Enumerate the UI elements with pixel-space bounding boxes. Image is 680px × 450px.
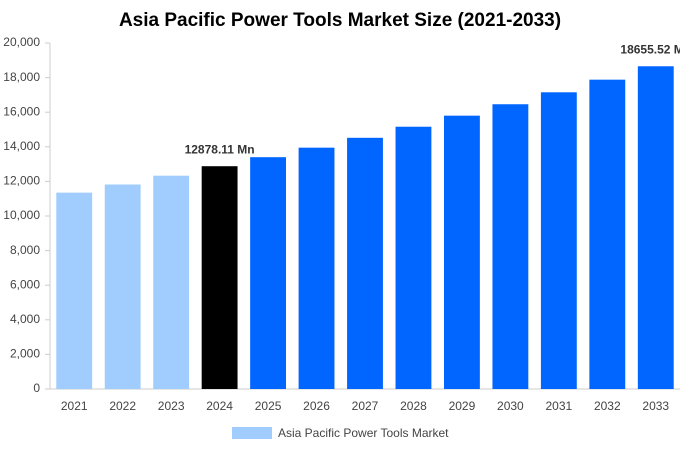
chart-title: Asia Pacific Power Tools Market Size (20… bbox=[119, 10, 561, 31]
x-tick-label: 2027 bbox=[352, 399, 379, 413]
bar bbox=[637, 66, 674, 389]
y-tick-label: 0 bbox=[33, 381, 40, 395]
value-label: 18655.52 Mn bbox=[620, 42, 680, 56]
bar bbox=[56, 192, 93, 389]
bar bbox=[201, 166, 238, 389]
value-label: 12878.11 Mn bbox=[185, 142, 255, 156]
x-tick-label: 2025 bbox=[255, 399, 282, 413]
y-tick-label: 16,000 bbox=[3, 104, 40, 118]
legend-label: Asia Pacific Power Tools Market bbox=[278, 426, 449, 440]
x-tick-label: 2029 bbox=[449, 399, 476, 413]
bar bbox=[250, 157, 287, 389]
x-tick-label: 2028 bbox=[400, 399, 427, 413]
y-tick-label: 12,000 bbox=[3, 174, 40, 188]
y-tick-label: 4,000 bbox=[10, 312, 40, 326]
x-tick-label: 2030 bbox=[497, 399, 524, 413]
x-tick-label: 2033 bbox=[642, 399, 669, 413]
x-tick-label: 2031 bbox=[545, 399, 572, 413]
y-tick-label: 20,000 bbox=[3, 35, 40, 49]
y-tick-label: 6,000 bbox=[10, 277, 40, 291]
y-tick-label: 10,000 bbox=[3, 208, 40, 222]
bar bbox=[395, 126, 432, 390]
legend-swatch bbox=[232, 427, 272, 439]
bar bbox=[589, 79, 626, 390]
y-tick-label: 18,000 bbox=[3, 70, 40, 84]
x-tick-label: 2032 bbox=[594, 399, 621, 413]
y-tick-label: 8,000 bbox=[10, 243, 40, 257]
x-tick-label: 2024 bbox=[206, 399, 233, 413]
bar bbox=[443, 115, 480, 389]
y-tick-label: 2,000 bbox=[10, 347, 40, 361]
bar bbox=[540, 92, 577, 390]
bar bbox=[153, 175, 190, 389]
bar bbox=[104, 184, 141, 389]
y-tick-label: 14,000 bbox=[3, 139, 40, 153]
x-tick-label: 2026 bbox=[303, 399, 330, 413]
bar bbox=[347, 137, 383, 389]
bar bbox=[492, 104, 529, 389]
x-tick-label: 2021 bbox=[61, 399, 88, 413]
x-tick-label: 2022 bbox=[109, 399, 136, 413]
bar bbox=[298, 147, 335, 389]
x-tick-label: 2023 bbox=[158, 399, 185, 413]
